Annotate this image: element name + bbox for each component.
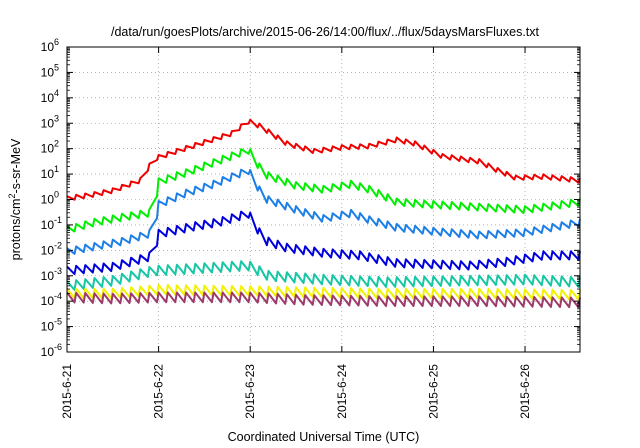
y-tick-label-base: 10 (41, 193, 55, 207)
series-line-4 (66, 210, 581, 276)
y-axis: 10 -610 -510 -410 -310 -210 -110 010 110 210 310 41… (41, 37, 580, 359)
y-tick-label: 10 (41, 40, 55, 54)
y-tick-label: 10 (41, 294, 55, 308)
series-line-7 (66, 291, 581, 309)
y-tick-label-exponent: -2 (54, 240, 62, 250)
y-axis-label: protons/cm2-s-sr-MeV (7, 138, 23, 260)
y-tick-label: 10 (41, 320, 55, 334)
y-tick-label-base: 10 (41, 116, 55, 130)
y-tick-label-exponent: 4 (54, 88, 59, 98)
y-tick-label-base: 10 (41, 218, 55, 232)
y-tick-label-exponent: -1 (54, 215, 62, 225)
y-tick-label: 10 (41, 345, 55, 359)
series-line-6 (66, 283, 581, 301)
y-tick-label-base: 10 (41, 269, 55, 283)
y-tick-label-exponent: 2 (54, 139, 59, 149)
y-tick-label-base: 10 (41, 294, 55, 308)
y-tick-label-base: 10 (41, 91, 55, 105)
y-tick-label: 10 (41, 269, 55, 283)
y-tick-label: 10 (41, 142, 55, 156)
y-tick-label-exponent: 3 (54, 113, 59, 123)
y-axis-label-post: -s-sr-MeV (9, 138, 23, 194)
series-line-2 (66, 148, 581, 233)
x-axis: 2015-6-21 2015-6-22 2015-6-23 2015-6-24 2015… (60, 47, 532, 419)
y-axis-label-pre: protons/cm (9, 199, 23, 261)
x-tick-label: 2015-6-21 (60, 364, 74, 419)
y-tick-label: 10 (41, 167, 55, 181)
x-tick-label: 2015-6-25 (426, 364, 440, 419)
y-tick-label-base: 10 (41, 40, 55, 54)
y-tick-label: 10 (41, 193, 55, 207)
y-tick-label: 10 (41, 218, 55, 232)
grid-lines (66, 46, 580, 353)
y-tick-label: 10 (41, 65, 55, 79)
y-tick-label: 10 (41, 91, 55, 105)
y-tick-label-exponent: -6 (54, 342, 62, 352)
y-tick-label-base: 10 (41, 320, 55, 334)
series-line-5 (66, 260, 581, 291)
y-tick-label-base: 10 (41, 345, 55, 359)
series-line-1 (66, 118, 581, 201)
y-tick-label-exponent: -4 (54, 291, 62, 301)
x-tick-label: 2015-6-22 (152, 364, 166, 419)
x-tick-label: 2015-6-26 (518, 364, 532, 419)
y-tick-label: 10 (41, 116, 55, 130)
chart-title: /data/run/goesPlots/archive/2015-06-26/1… (111, 25, 540, 39)
x-axis-label: Coordinated Universal Time (UTC) (228, 430, 420, 444)
y-tick-label: 10 (41, 243, 55, 257)
y-tick-label-exponent: 6 (54, 37, 59, 47)
series-group (66, 118, 581, 309)
x-tick-label: 2015-6-23 (243, 364, 257, 419)
y-axis-label-sup: 2 (7, 194, 17, 199)
y-tick-label-base: 10 (41, 167, 55, 181)
y-tick-label-exponent: -5 (54, 317, 62, 327)
y-tick-label-exponent: 5 (54, 62, 59, 72)
x-tick-label: 2015-6-24 (335, 364, 349, 419)
y-tick-label-base: 10 (41, 142, 55, 156)
y-tick-label-exponent: 0 (54, 190, 59, 200)
y-tick-label-base: 10 (41, 65, 55, 79)
y-tick-label-exponent: -3 (54, 266, 62, 276)
y-tick-label-exponent: 1 (54, 164, 59, 174)
series-line-3 (66, 168, 581, 255)
y-tick-label-base: 10 (41, 243, 55, 257)
